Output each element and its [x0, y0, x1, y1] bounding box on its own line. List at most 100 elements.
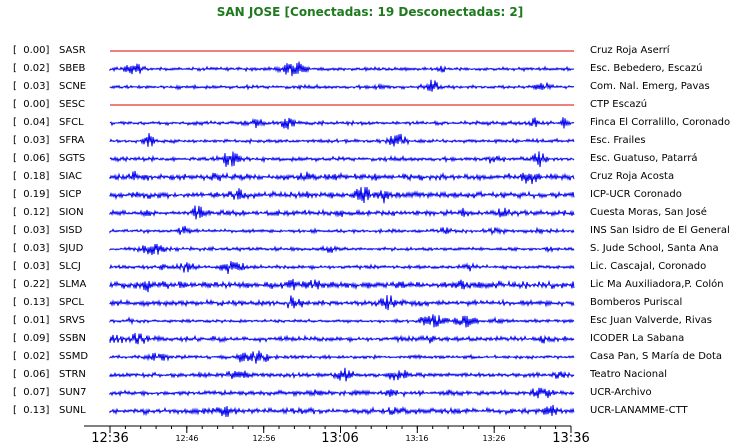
station-row: [ 0.03] SFRA Esc. Frailes	[0, 133, 740, 151]
station-row: [ 0.06] STRN Teatro Nacional	[0, 367, 740, 385]
trace-waveform	[109, 333, 575, 345]
trace-waveform	[109, 261, 575, 274]
station-site: INS San Isidro de El General	[590, 225, 730, 236]
station-code: SBEB	[59, 63, 86, 74]
station-code: SISD	[59, 225, 83, 236]
station-site: ICP-UCR Coronado	[590, 189, 682, 200]
station-amplitude: [ 0.12]	[13, 207, 50, 218]
station-site: Com. Nal. Emerg, Pavas	[590, 81, 710, 92]
station-code: SFCL	[59, 117, 84, 128]
trace-waveform	[109, 367, 575, 382]
station-code: SIAC	[59, 171, 82, 182]
station-code: SRVS	[59, 315, 85, 326]
axis-label-minor: 13:26	[482, 434, 506, 443]
station-row: [ 0.22] SLMA Lic Ma Auxiliadora,P. Colón	[0, 277, 740, 295]
station-code: SGTS	[59, 153, 86, 164]
axis-label-major: 12:36	[91, 431, 129, 446]
station-code: SJUD	[59, 243, 84, 254]
station-site: Finca El Corralillo, Coronado	[590, 117, 731, 128]
station-amplitude: [ 0.03]	[13, 225, 50, 236]
axis-label-minor: 12:46	[175, 434, 199, 443]
station-amplitude: [ 0.06]	[13, 153, 50, 164]
station-amplitude: [ 0.13]	[13, 405, 50, 416]
trace-waveform	[109, 61, 575, 77]
station-amplitude: [ 0.03]	[13, 135, 50, 146]
station-amplitude: [ 0.03]	[13, 81, 50, 92]
station-amplitude: [ 0.02]	[13, 351, 50, 362]
station-row: [ 0.09] SSBN ICODER La Sabana	[0, 331, 740, 349]
axis-label-major: 13:06	[321, 431, 359, 446]
station-site: CTP Escazú	[590, 99, 648, 110]
trace-waveform	[109, 170, 575, 185]
station-amplitude: [ 0.01]	[13, 315, 50, 326]
station-row: [ 0.01] SRVS Esc Juan Valverde, Rivas	[0, 313, 740, 331]
trace-waveform	[109, 205, 575, 220]
station-row: [ 0.03] SLCJ Lic. Cascajal, Coronado	[0, 259, 740, 277]
station-site: Lic. Cascajal, Coronado	[590, 261, 707, 272]
trace-waveform	[109, 151, 575, 168]
station-amplitude: [ 0.06]	[13, 369, 50, 380]
station-site: Esc. Guatuso, Patarrá	[590, 153, 698, 164]
station-site: Cuesta Moras, San José	[590, 207, 707, 218]
station-row: [ 0.13] SUNL UCR-LANAMME-CTT	[0, 403, 740, 421]
station-code: SSMD	[59, 351, 89, 362]
station-row: [ 0.00] SESC CTP Escazú	[0, 97, 740, 115]
trace-waveform	[109, 314, 575, 328]
station-code: STRN	[59, 369, 86, 380]
trace-waveform	[109, 243, 575, 256]
trace-waveform	[109, 350, 575, 364]
station-site: Cruz Roja Acosta	[590, 171, 675, 182]
station-amplitude: [ 0.00]	[13, 99, 50, 110]
station-amplitude: [ 0.22]	[13, 279, 50, 290]
station-site: ICODER La Sabana	[590, 333, 685, 344]
station-row: [ 0.12] SION Cuesta Moras, San José	[0, 205, 740, 223]
trace-waveform	[109, 278, 575, 293]
station-code: SICP	[59, 189, 82, 200]
station-row: [ 0.03] SCNE Com. Nal. Emerg, Pavas	[0, 79, 740, 97]
trace-waveform	[109, 225, 575, 236]
station-site: Lic Ma Auxiliadora,P. Colón	[590, 279, 724, 290]
trace-waveform	[109, 79, 575, 92]
trace-waveform	[109, 117, 575, 130]
station-site: Esc Juan Valverde, Rivas	[590, 315, 712, 326]
station-row: [ 0.18] SIAC Cruz Roja Acosta	[0, 169, 740, 187]
station-amplitude: [ 0.03]	[13, 261, 50, 272]
station-site: Casa Pan, S María de Dota	[590, 351, 723, 362]
station-row: [ 0.02] SBEB Esc. Bebedero, Escazú	[0, 61, 740, 79]
axis-label-major: 13:36	[552, 431, 590, 446]
station-code: SCNE	[59, 81, 87, 92]
station-amplitude: [ 0.03]	[13, 243, 50, 254]
station-site: Esc. Frailes	[590, 135, 646, 146]
trace-waveform	[109, 133, 575, 147]
station-row: [ 0.03] SISD INS San Isidro de El General	[0, 223, 740, 241]
station-site: S. Jude School, Santa Ana	[590, 243, 719, 254]
station-code: SLMA	[59, 279, 87, 290]
station-code: SUN7	[59, 387, 87, 398]
station-site: Bomberos Puriscal	[590, 297, 683, 308]
page-title: SAN JOSE [Conectadas: 19 Desconectadas: …	[216, 5, 524, 19]
station-amplitude: [ 0.07]	[13, 387, 50, 398]
station-row: [ 0.19] SICP ICP-UCR Coronado	[0, 187, 740, 205]
axis-label-minor: 13:16	[405, 434, 429, 443]
station-amplitude: [ 0.19]	[13, 189, 50, 200]
trace-waveform	[109, 295, 575, 311]
station-site: Esc. Bebedero, Escazú	[590, 63, 703, 74]
station-code: SFRA	[59, 135, 85, 146]
station-amplitude: [ 0.02]	[13, 63, 50, 74]
trace-waveform	[109, 387, 575, 399]
station-row: [ 0.07] SUN7 UCR-Archivo	[0, 385, 740, 403]
station-row: [ 0.06] SGTS Esc. Guatuso, Patarrá	[0, 151, 740, 169]
station-amplitude: [ 0.00]	[13, 45, 50, 56]
station-amplitude: [ 0.18]	[13, 171, 50, 182]
station-code: SPCL	[59, 297, 84, 308]
station-code: SSBN	[59, 333, 87, 344]
station-amplitude: [ 0.09]	[13, 333, 50, 344]
station-site: UCR-LANAMME-CTT	[590, 405, 688, 416]
station-row: [ 0.02] SSMD Casa Pan, S María de Dota	[0, 349, 740, 367]
axis-label-minor: 12:56	[252, 434, 276, 443]
station-code: SUNL	[59, 405, 86, 416]
station-code: SESC	[59, 99, 85, 110]
station-row: [ 0.00] SASR Cruz Roja Aserrí	[0, 43, 740, 61]
station-site: UCR-Archivo	[590, 387, 652, 398]
